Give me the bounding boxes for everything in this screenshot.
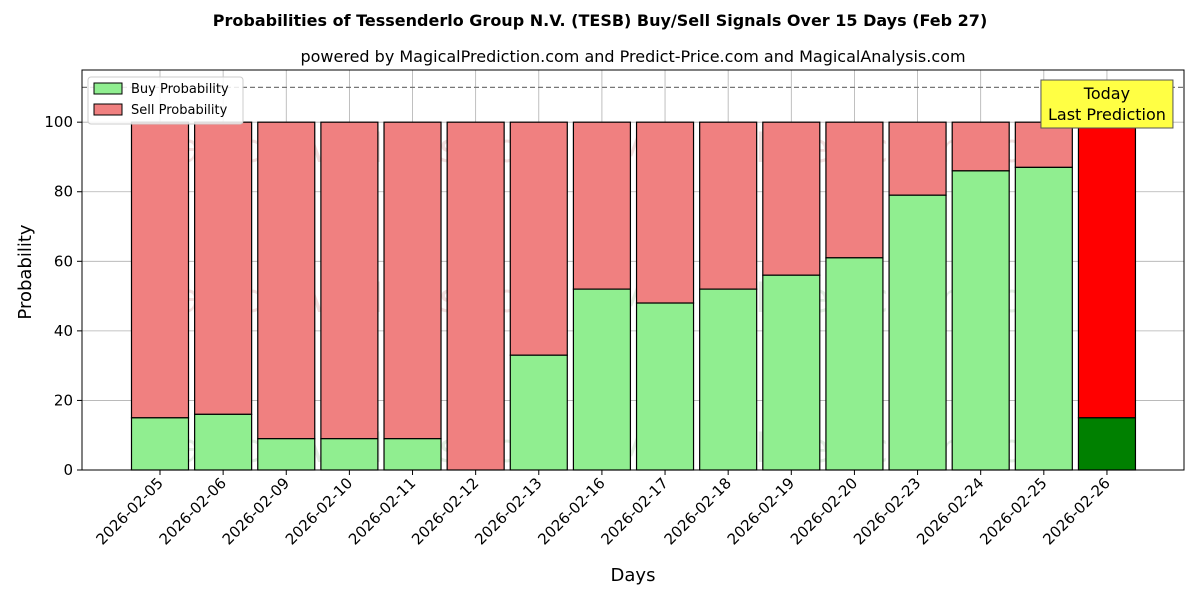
buy-bar: [699, 288, 758, 471]
today-box: [1040, 79, 1174, 129]
buy-bar: [130, 417, 190, 471]
sell-bar: [383, 121, 442, 440]
buy-bar: [888, 194, 947, 471]
x-tick-label: 2026-02-12: [408, 474, 482, 548]
x-tick-label: 2026-02-20: [787, 474, 861, 548]
sell-bar: [446, 121, 505, 471]
x-tick-label: 2026-02-05: [92, 474, 166, 548]
x-tick-label: 2026-02-10: [282, 474, 356, 548]
y-axis-label: Probability: [15, 224, 36, 319]
x-tick-label: 2026-02-17: [597, 474, 671, 548]
buy-bar: [635, 302, 695, 471]
y-axis-ticks: 0 20 40 60 80 100: [44, 113, 82, 479]
sell-bar: [509, 121, 568, 356]
sell-bar: [194, 121, 253, 415]
sell-bar: [635, 121, 695, 304]
sell-bar: [257, 121, 316, 440]
sell-bar: [1077, 121, 1137, 419]
y-tick-label: 80: [54, 183, 73, 201]
legend-label: Sell Probability: [131, 103, 228, 118]
chart-title: Probabilities of Tessenderlo Group N.V. …: [213, 11, 988, 30]
x-tick-label: 2026-02-25: [976, 474, 1050, 548]
x-tick-label: 2026-02-24: [913, 474, 987, 548]
sell-bar: [951, 121, 1010, 172]
y-tick-label: 100: [44, 113, 73, 131]
chart-subtitle: powered by MagicalPrediction.com and Pre…: [300, 47, 965, 66]
buy-bar: [509, 354, 568, 471]
sell-bar: [1014, 121, 1073, 168]
y-tick-label: 0: [63, 461, 73, 479]
buy-bar: [825, 257, 884, 471]
legend-swatch: [93, 82, 123, 95]
buy-bar: [951, 170, 1010, 471]
x-tick-label: 2026-02-26: [1039, 474, 1113, 548]
y-tick-label: 20: [54, 391, 73, 409]
sell-bar: [762, 121, 821, 276]
legend-swatch: [93, 103, 123, 116]
buy-bar: [320, 438, 379, 471]
today-label: Today: [1083, 84, 1130, 103]
sell-bar: [320, 121, 379, 440]
x-tick-label: 2026-02-06: [156, 474, 230, 548]
x-tick-label: 2026-02-09: [219, 474, 293, 548]
x-tick-label: 2026-02-13: [471, 474, 545, 548]
legend-box: [87, 76, 244, 125]
buy-bar: [1014, 166, 1073, 471]
x-tick-label: 2026-02-19: [724, 474, 798, 548]
sell-bar: [572, 121, 632, 290]
y-tick-label: 40: [54, 322, 73, 340]
x-tick-label: 2026-02-23: [850, 474, 924, 548]
legend: Buy Probability Sell Probability: [87, 76, 244, 125]
x-axis-ticks: 2026-02-052026-02-062026-02-092026-02-10…: [92, 470, 1114, 548]
buy-bar: [762, 274, 821, 471]
sell-bar: [130, 121, 190, 419]
sell-bar: [825, 121, 884, 259]
x-tick-label: 2026-02-18: [661, 474, 735, 548]
buy-bar: [257, 438, 316, 471]
sell-bar: [888, 121, 947, 196]
last-prediction-label: Last Prediction: [1048, 105, 1166, 124]
x-tick-label: 2026-02-16: [534, 474, 608, 548]
x-axis-label: Days: [611, 565, 656, 586]
y-tick-label: 60: [54, 252, 73, 270]
buy-bar: [194, 413, 253, 471]
buy-bar: [1077, 417, 1137, 471]
today-annotation: Today Last Prediction: [1040, 79, 1174, 129]
x-tick-label: 2026-02-11: [345, 474, 419, 548]
bar-group: [130, 121, 1137, 471]
sell-bar: [699, 121, 758, 290]
plot-frame: [81, 69, 1185, 471]
buy-bar: [572, 288, 632, 471]
buy-bar: [383, 438, 442, 471]
legend-label: Buy Probability: [131, 82, 229, 97]
